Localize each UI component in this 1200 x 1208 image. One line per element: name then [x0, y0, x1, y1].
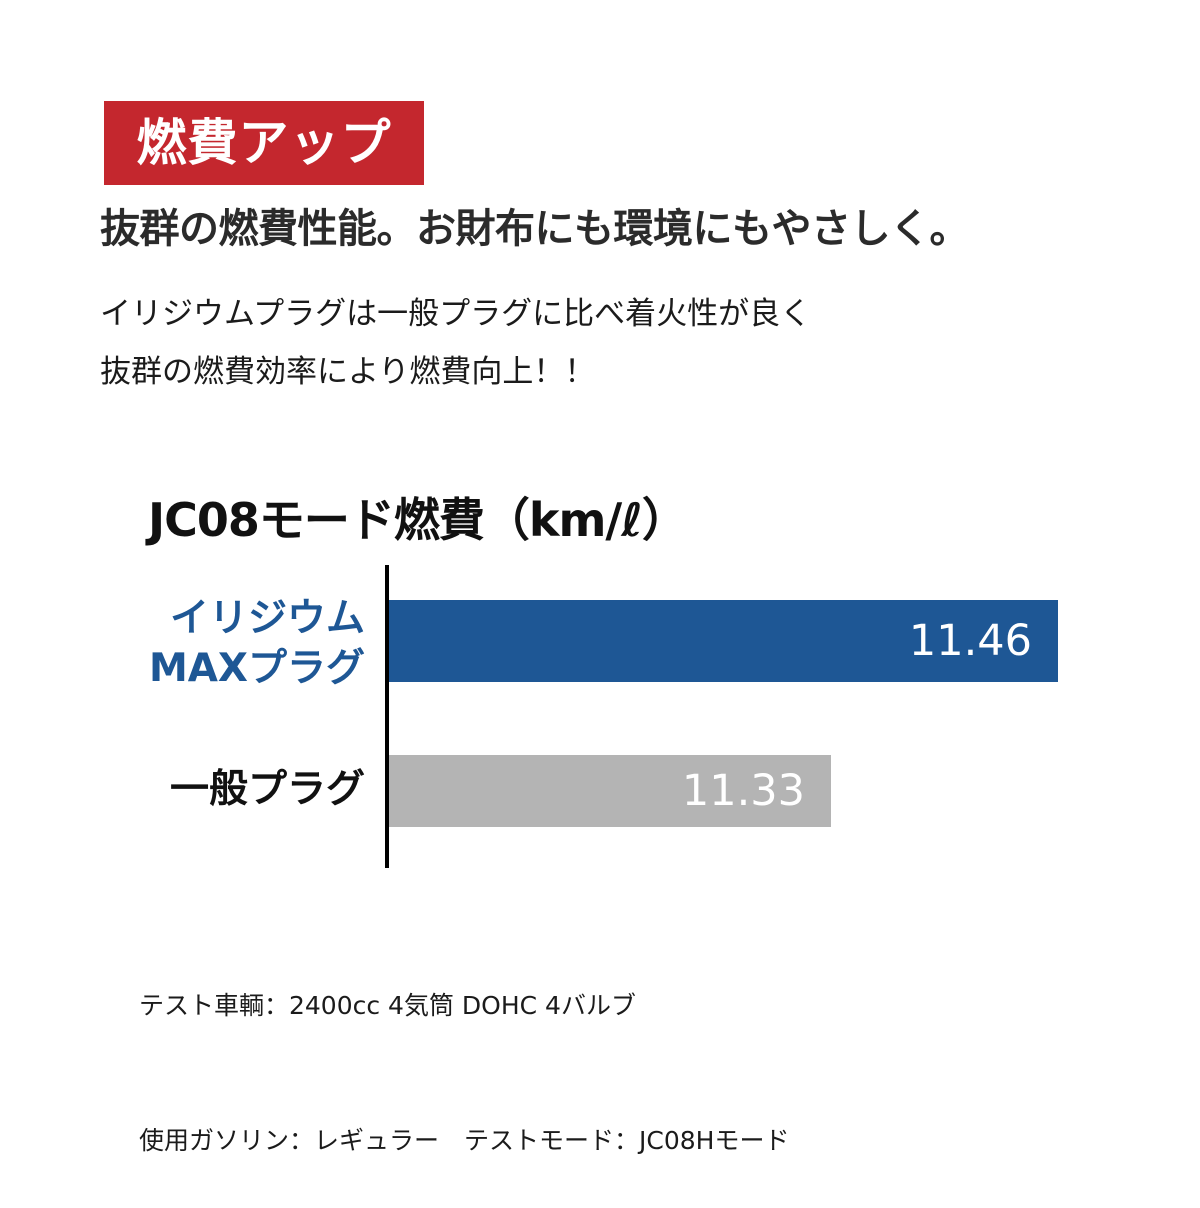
chart-footnote-line-1: テスト車輌：2400cc 4気筒 DOHC 4バルブ: [139, 991, 636, 1020]
body-copy: イリジウムプラグは一般プラグに比べ着火性が良く 抜群の燃費効率により燃費向上！！: [100, 285, 811, 401]
chart-footnotes: テスト車輌：2400cc 4気筒 DOHC 4バルブ 使用ガソリン：レギュラー …: [139, 893, 789, 1208]
body-copy-line-2: 抜群の燃費効率により燃費向上！！: [100, 354, 596, 390]
headline: 抜群の燃費性能。お財布にも環境にもやさしく。: [100, 206, 970, 252]
chart-category-label-standard: 一般プラグ: [0, 765, 365, 815]
promo-badge-label: 燃費アップ: [136, 114, 392, 172]
promo-badge: 燃費アップ: [104, 101, 424, 185]
chart-category-label-iridium: イリジウム MAXプラグ: [0, 594, 365, 694]
chart-bar-standard: 11.33: [389, 755, 831, 827]
chart-y-axis-line: [385, 565, 389, 868]
chart-title: JC08モード燃費（km/ℓ）: [148, 493, 688, 547]
chart-bar-value-standard: 11.33: [681, 765, 805, 816]
chart-bar-iridium: 11.46: [389, 600, 1058, 682]
chart-category-label-standard-line-1: 一般プラグ: [169, 767, 365, 812]
chart-category-label-iridium-line-2: MAXプラグ: [148, 646, 365, 691]
chart-category-label-iridium-line-1: イリジウム: [169, 596, 365, 641]
chart-bar-value-iridium: 11.46: [908, 615, 1032, 666]
body-copy-line-1: イリジウムプラグは一般プラグに比べ着火性が良く: [100, 296, 812, 332]
chart-footnote-line-2: 使用ガソリン：レギュラー テストモード：JC08Hモード: [139, 1126, 790, 1155]
